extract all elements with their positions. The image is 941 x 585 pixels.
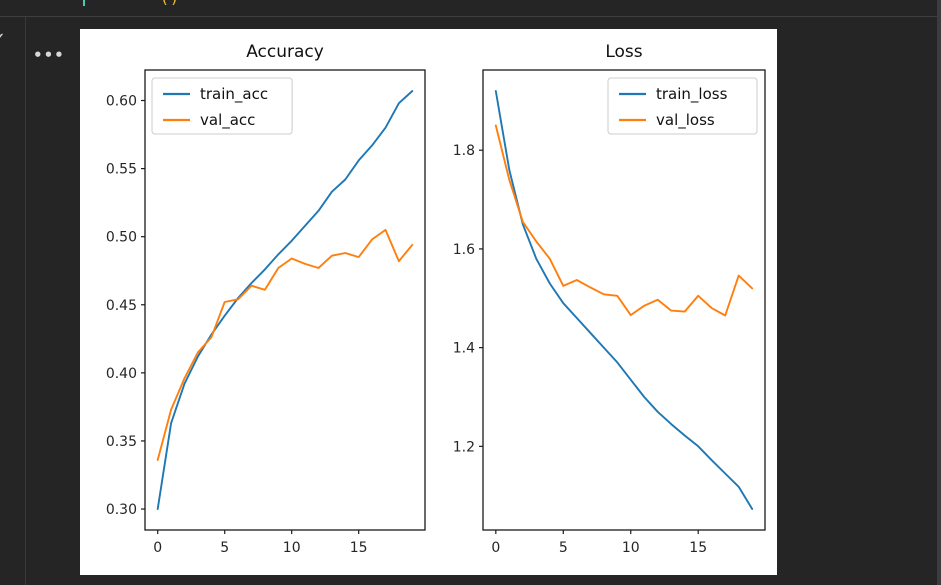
series-line-val_loss [494,124,754,317]
legend-label-train_loss: train_loss [656,85,728,104]
y-axis-ticks: 1.2 1.4 1.6 1.8 [453,143,483,455]
cell-more-actions-button[interactable]: ••• [33,46,65,64]
svg-text:0: 0 [153,540,162,556]
gutter-divider [25,17,26,585]
svg-text:0.50: 0.50 [106,230,137,246]
series-line-train_loss [494,90,754,510]
svg-text:10: 10 [622,540,640,556]
code-line[interactable]: () [0,0,941,16]
svg-text:5: 5 [559,540,568,556]
x-axis-ticks: 0 5 10 15 [491,530,707,556]
svg-text:0.40: 0.40 [106,366,137,382]
svg-text:1.4: 1.4 [453,341,475,357]
plot-title: Accuracy [246,42,324,62]
legend-label-val_loss: val_loss [656,111,715,130]
plot-loss: Loss 0 5 10 15 1.2 1.4 1.6 1.8 train_loss val_loss [453,42,766,556]
matplotlib-figure-output: Accuracy 0 5 10 15 0.30 0.35 0.40 0.45 0.50 0.55 0.… [80,29,777,575]
svg-text:10: 10 [283,540,301,556]
y-axis-ticks: 0.30 0.35 0.40 0.45 0.50 0.55 0.60 [106,94,145,518]
scrollbar[interactable] [937,0,941,585]
legend-label-train_acc: train_acc [200,85,268,104]
legend-label-val_acc: val_acc [200,111,255,130]
svg-text:15: 15 [350,540,368,556]
axes-frame [482,69,766,531]
code-cell-bottom-edge: () [0,0,941,17]
svg-text:0.60: 0.60 [106,94,137,110]
svg-text:1.2: 1.2 [453,439,475,455]
svg-text:0.55: 0.55 [106,162,137,178]
legend: train_loss val_loss [607,77,758,135]
svg-text:15: 15 [689,540,707,556]
svg-text:1.8: 1.8 [453,143,475,159]
svg-text:0: 0 [491,540,500,556]
plot-title: Loss [605,42,642,62]
code-paren-fragment: () [160,0,180,7]
axes-frame [144,69,426,531]
code-text-fragment [83,0,85,6]
series-line-train_acc [156,90,414,510]
svg-text:0.45: 0.45 [106,298,137,314]
svg-text:0.30: 0.30 [106,502,137,518]
cell-success-check-icon: ✓ [0,31,6,49]
x-axis-ticks: 0 5 10 15 [153,530,368,556]
series-line-val_acc [156,228,414,461]
legend: train_acc val_acc [151,77,293,135]
svg-text:0.35: 0.35 [106,434,137,450]
svg-text:5: 5 [220,540,229,556]
svg-text:1.6: 1.6 [453,242,475,258]
